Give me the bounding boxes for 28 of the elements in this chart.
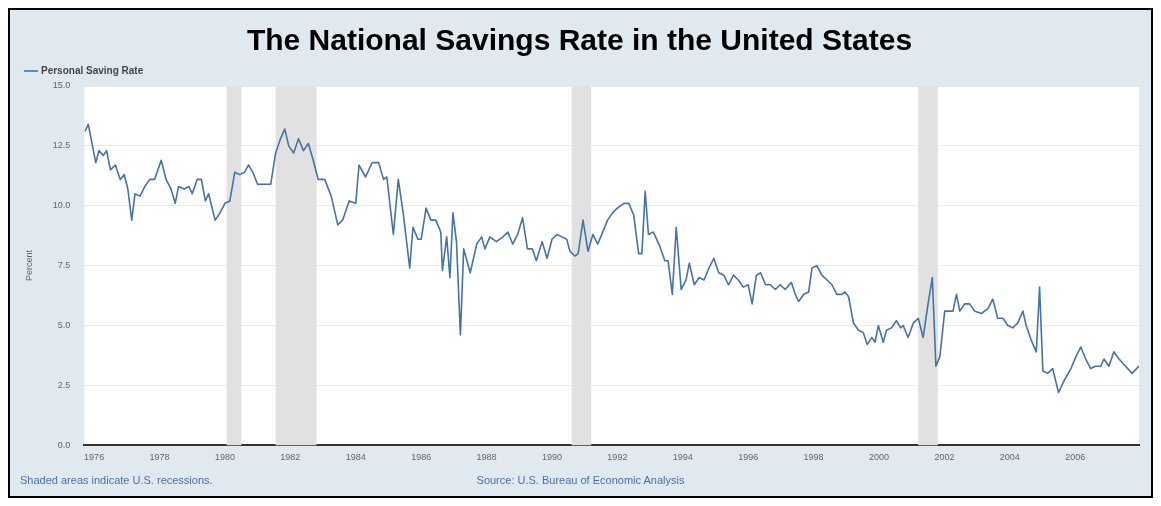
- x-tick-label: 1998: [803, 452, 824, 463]
- x-tick-label: 2000: [868, 452, 890, 463]
- x-tick-label: 1990: [541, 452, 562, 463]
- y-tick-label: 15.0: [52, 80, 71, 91]
- x-tick-label: 1994: [672, 452, 693, 463]
- x-tick-label: 1978: [149, 452, 170, 463]
- y-tick-label: 12.5: [52, 140, 71, 151]
- x-tick-label: 1976: [84, 452, 105, 463]
- x-tick-label: 2004: [999, 452, 1020, 463]
- y-tick-label: 7.5: [57, 260, 71, 271]
- y-tick-label: 0.0: [57, 439, 71, 450]
- x-tick-label: 1992: [607, 452, 628, 463]
- x-tick-label: 2002: [934, 452, 955, 463]
- x-tick-label: 1996: [738, 452, 759, 463]
- x-tick-label: 1982: [280, 452, 301, 463]
- legend-label: Personal Saving Rate: [41, 64, 144, 76]
- source-note: Source: U.S. Bureau of Economic Analysis: [476, 474, 685, 486]
- y-tick-label: 2.5: [57, 379, 71, 390]
- x-tick-label: 1986: [411, 452, 432, 463]
- x-tick-label: 1980: [214, 452, 235, 463]
- x-tick-label: 1988: [476, 452, 497, 463]
- x-tick-label: 2006: [1065, 452, 1086, 463]
- x-tick-label: 1984: [345, 452, 366, 463]
- chart-title: The National Savings Rate in the United States: [246, 23, 913, 57]
- y-axis-title: Percent: [23, 249, 34, 282]
- text: Shaded areas indicate U.S. recessions.: [20, 474, 213, 486]
- y-tick-label: 10.0: [52, 200, 71, 211]
- y-tick-label: 5.0: [57, 319, 71, 330]
